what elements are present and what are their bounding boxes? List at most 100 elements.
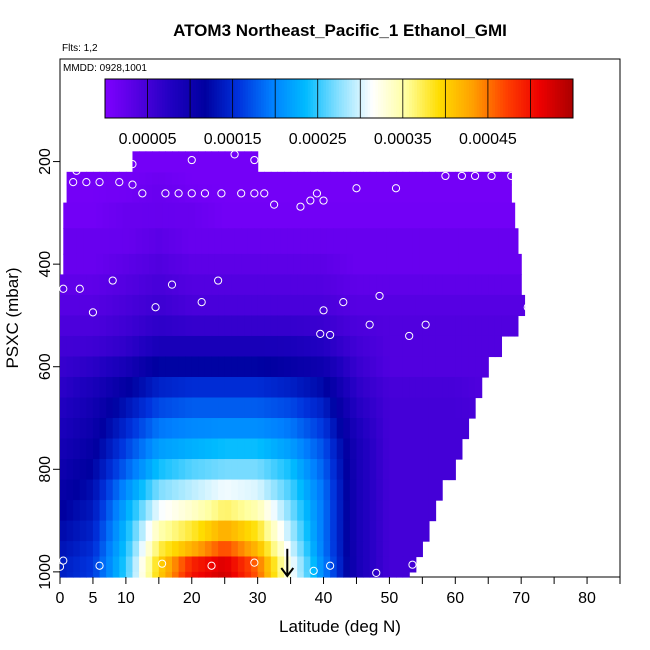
heatmap-cell xyxy=(310,184,318,204)
heatmap-cell xyxy=(191,397,199,419)
heatmap-cell xyxy=(204,397,213,419)
heatmap-cell xyxy=(511,228,519,255)
heatmap-cell xyxy=(66,541,74,558)
heatmap-cell xyxy=(66,356,74,378)
heatmap-cell xyxy=(508,274,516,296)
heatmap-cell xyxy=(336,274,344,296)
heatmap-cell xyxy=(112,418,120,440)
heatmap-cell xyxy=(165,315,173,337)
colorbar-segment xyxy=(112,79,116,118)
heatmap-cell xyxy=(369,294,377,317)
heatmap-cell xyxy=(508,294,516,317)
heatmap-cell xyxy=(323,294,331,317)
heatmap-cell xyxy=(228,253,236,275)
heatmap-cell xyxy=(99,184,107,204)
heatmap-cell xyxy=(435,294,443,317)
heatmap-cell xyxy=(356,556,364,573)
heatmap-cell xyxy=(455,356,463,378)
heatmap-cell xyxy=(422,335,430,358)
colorbar-segment xyxy=(235,79,238,118)
heatmap-cell xyxy=(145,459,153,481)
heatmap-cell xyxy=(178,315,186,337)
heatmap-cell xyxy=(399,202,407,229)
heatmap-cell xyxy=(218,541,226,558)
heatmap-cell xyxy=(218,556,226,573)
heatmap-cell xyxy=(356,184,364,204)
heatmap-cell xyxy=(267,228,275,255)
heatmap-cell xyxy=(287,253,295,275)
heatmap-cell xyxy=(366,253,374,275)
heatmap-cell xyxy=(264,520,272,542)
heatmap-cell xyxy=(442,418,450,440)
heatmap-cell xyxy=(244,315,252,337)
colorbar-segment xyxy=(544,79,548,118)
heatmap-cell xyxy=(231,315,239,337)
heatmap-cell xyxy=(162,253,170,275)
heatmap-cell xyxy=(316,294,325,317)
heatmap-cell xyxy=(125,500,134,522)
heatmap-cell xyxy=(234,202,242,229)
colorbar-segment xyxy=(307,79,311,118)
heatmap-cell xyxy=(106,520,114,542)
heatmap-cell xyxy=(330,274,338,296)
colorbar-segment xyxy=(414,79,418,118)
heatmap-cell xyxy=(264,376,272,399)
observation-point xyxy=(260,189,269,198)
heatmap-cell xyxy=(152,520,160,542)
heatmap-cell xyxy=(458,202,466,229)
heatmap-cell xyxy=(66,520,74,542)
heatmap-cell xyxy=(389,418,397,440)
heatmap-cell xyxy=(290,500,298,522)
heatmap-cell xyxy=(316,356,325,378)
heatmap-cell xyxy=(175,228,183,255)
heatmap-cell xyxy=(172,294,180,317)
heatmap-cell xyxy=(293,253,302,275)
heatmap-cell xyxy=(363,438,371,460)
heatmap-cell xyxy=(218,151,226,173)
observation-point xyxy=(200,189,210,198)
heatmap-cell xyxy=(452,202,460,229)
heatmap-cell xyxy=(79,335,87,358)
heatmap-cell xyxy=(165,500,173,522)
heatmap-cell xyxy=(461,171,470,186)
heatmap-cell xyxy=(405,228,414,255)
heatmap-cell xyxy=(494,171,503,186)
heatmap-cell xyxy=(89,202,97,229)
colorbar-segment xyxy=(151,79,155,118)
heatmap-cell xyxy=(303,520,311,542)
heatmap-cell xyxy=(257,376,265,399)
heatmap-cell xyxy=(165,418,173,440)
colorbar-tick-label: 0.00005 xyxy=(119,131,177,148)
heatmap-cell xyxy=(290,418,298,440)
heatmap-cell xyxy=(491,202,499,229)
heatmap-cell xyxy=(310,556,318,573)
heatmap-cell xyxy=(178,438,186,460)
heatmap-cell xyxy=(356,418,364,440)
heatmap-cell xyxy=(484,253,493,275)
heatmap-cell xyxy=(336,541,344,558)
heatmap-cell xyxy=(442,376,450,399)
observation-point xyxy=(217,189,226,198)
heatmap-cell xyxy=(264,418,272,440)
heatmap-cell xyxy=(251,171,259,186)
heatmap-cell xyxy=(372,228,381,255)
heatmap-cell xyxy=(277,438,285,460)
heatmap-cell xyxy=(198,571,206,578)
heatmap-cell xyxy=(165,294,173,317)
heatmap-cell xyxy=(277,376,285,399)
heatmap-cell xyxy=(172,184,180,204)
heatmap-cell xyxy=(415,520,423,542)
heatmap-cell xyxy=(310,479,318,501)
observation-point xyxy=(158,559,167,568)
heatmap-cell xyxy=(125,459,134,481)
heatmap-cell xyxy=(343,376,351,399)
heatmap-cell xyxy=(251,397,259,419)
heatmap-cell xyxy=(211,500,219,522)
heatmap-cell xyxy=(494,184,503,204)
heatmap-cell xyxy=(198,171,206,186)
heatmap-cell xyxy=(442,171,450,186)
heatmap-cell xyxy=(481,335,489,358)
heatmap-cell xyxy=(336,356,344,378)
heatmap-cell xyxy=(244,184,252,204)
heatmap-cell xyxy=(442,274,450,296)
